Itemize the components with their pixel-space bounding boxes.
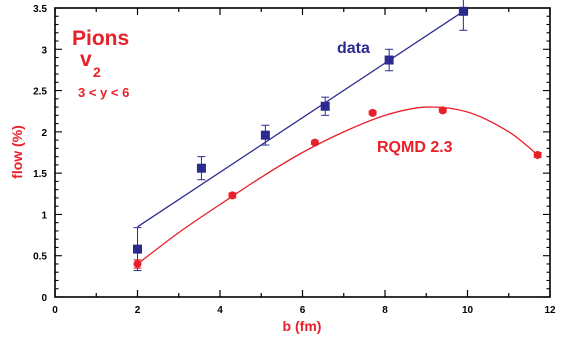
particle-label: Pions [72, 27, 129, 50]
x-tick-label: 12 [544, 305, 556, 316]
x-tick-label: 4 [217, 305, 223, 316]
y-tick-label: 0.5 [33, 252, 47, 263]
x-tick-label: 6 [300, 305, 306, 316]
data-point [196, 163, 206, 173]
y-tick-label: 0 [41, 293, 47, 304]
x-tick-label: 0 [52, 305, 58, 316]
fit-lines [137, 10, 539, 265]
x-tick-label: 10 [462, 305, 474, 316]
y-tick-label: 3.5 [33, 4, 47, 15]
y-tick-label: 2 [41, 128, 47, 139]
rqmd-point [133, 259, 142, 268]
rqmd-point [533, 150, 542, 159]
rqmd-point [368, 108, 377, 117]
series-label-rqmd: RQMD 2.3 [377, 139, 453, 156]
rqmd-point [310, 138, 319, 147]
data-markers [133, 0, 542, 272]
y-axis-title: flow (%) [9, 125, 25, 179]
data-point [458, 6, 468, 16]
x-axis-title: b (fm) [283, 318, 322, 334]
y-tick-label: 2.5 [33, 87, 47, 98]
fit-line-rqmd [137, 106, 539, 265]
observable-subscript: 2 [93, 64, 101, 80]
y-tick-label: 1.5 [33, 169, 47, 180]
data-point [320, 101, 330, 111]
fit-line-data [137, 10, 464, 228]
rqmd-point [228, 191, 237, 200]
data-point [133, 244, 142, 254]
series-label-data: data [337, 40, 370, 57]
x-tick-label: 8 [382, 305, 388, 316]
x-tick-label: 2 [135, 305, 141, 316]
axes: 0 2 4 6 8 10 12 0 0.5 1 1.5 2 2.5 3 3.5 [33, 4, 556, 316]
y-tick-label: 1 [41, 210, 47, 221]
rqmd-point [438, 106, 447, 115]
y-tick-label: 3 [41, 45, 47, 56]
data-point [260, 130, 270, 140]
observable-label: v [80, 48, 92, 71]
data-point [384, 55, 394, 65]
rapidity-label: 3 < y < 6 [78, 85, 129, 100]
